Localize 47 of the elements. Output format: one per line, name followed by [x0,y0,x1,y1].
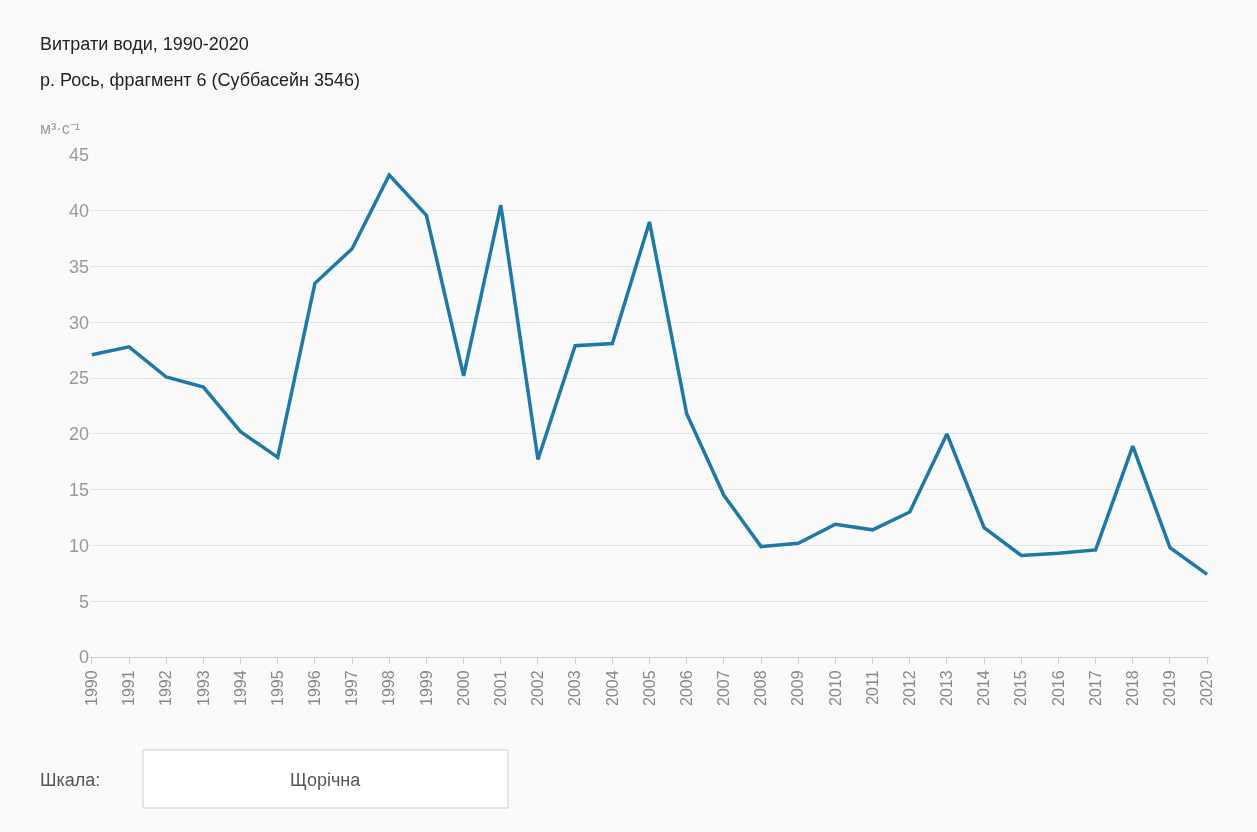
x-tick-label: 2000 [454,670,472,706]
x-tick-label: 1991 [120,670,138,706]
x-tick-label: 2003 [566,670,584,706]
y-tick-label: 30 [68,312,89,333]
x-tick-label: 2014 [975,670,993,706]
y-axis-title: м³·с⁻¹ [40,120,80,137]
x-tick-label: 2012 [900,670,918,706]
x-tick-label: 1998 [380,670,398,706]
x-tick-label: 2018 [1123,670,1141,706]
x-tick-label: 2019 [1161,670,1179,706]
y-tick-label: 15 [68,479,89,500]
x-tick-label: 1995 [268,670,286,706]
x-tick-label: 1993 [194,670,212,706]
y-tick-label: 5 [78,591,89,612]
x-tick-label: 2008 [752,670,770,706]
x-tick-label: 2005 [640,670,658,706]
x-tick-label: 2001 [492,670,509,706]
x-tick-label: 2002 [529,670,547,706]
x-tick-label: 1992 [157,670,175,706]
x-tick-label: 2015 [1012,670,1030,706]
y-tick-label: 25 [68,368,89,389]
x-tick-label: 2017 [1086,670,1104,706]
chart-title: Витрати води, 1990-2020 [40,34,249,54]
x-tick-label: 2009 [789,670,807,706]
x-tick-label: 2020 [1198,670,1216,706]
x-tick-label: 2006 [677,670,695,706]
y-tick-label: 0 [78,647,89,668]
x-tick-label: 2013 [938,670,956,706]
chart-subtitle: р. Рось, фрагмент 6 (Суббасейн 3546) [40,70,361,90]
text: Щорічна [290,770,362,790]
y-tick-label: 45 [68,145,89,166]
y-tick-label: 20 [68,424,89,445]
x-tick-label: 1999 [417,670,435,706]
x-tick-label: 2016 [1049,670,1067,706]
x-tick-label: 2007 [715,670,733,706]
y-tick-label: 40 [68,201,89,222]
x-tick-label: 1990 [83,670,101,706]
x-tick-label: 1996 [306,670,324,706]
x-tick-label: 2011 [863,670,881,705]
line-series [90,173,1209,577]
x-tick-label: 1997 [343,670,361,706]
x-tick-label: 1994 [231,670,249,706]
x-tick-label: 2004 [603,670,621,706]
x-tick-label: 2010 [826,670,844,706]
y-tick-label: 10 [68,535,89,556]
text: Шкала: [40,770,101,790]
y-tick-label: 35 [68,256,89,277]
